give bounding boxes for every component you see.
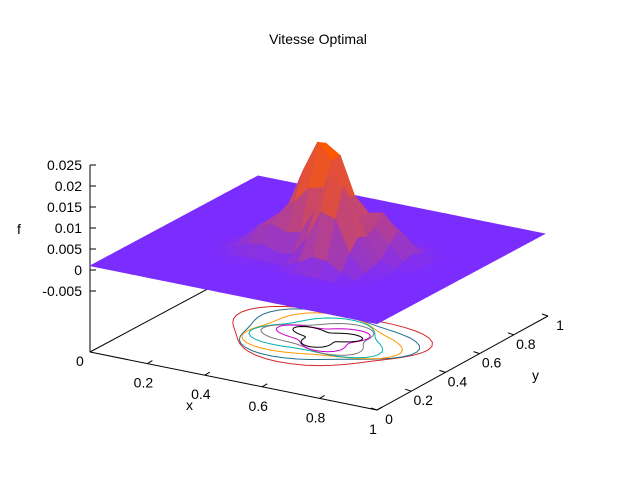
base-contours — [232, 306, 433, 367]
z-tick-label: 0.015 — [47, 199, 82, 215]
base-axes: 0 0.2 0.4 0.6 0.8 1 0 0.2 0.4 0.6 0.8 1 x y — [76, 261, 564, 437]
contour-line — [292, 325, 364, 348]
x-tick-mark — [261, 383, 268, 388]
z-tick-label: 0.005 — [47, 241, 82, 257]
x-tick-label: 0.8 — [306, 409, 326, 425]
x-axis-line — [89, 351, 378, 411]
contour-line — [238, 308, 421, 360]
y-tick-label: 0.6 — [482, 355, 502, 371]
contour-line — [260, 322, 375, 356]
y-axis-label: y — [532, 367, 539, 383]
y-tick-mark — [541, 313, 549, 317]
z-tick-label: 0.02 — [55, 178, 82, 194]
y-tick-mark — [405, 388, 412, 392]
y-tick-mark — [370, 407, 378, 411]
y-tick-label: 0 — [385, 411, 393, 427]
y-tick-label: 0.4 — [448, 373, 468, 389]
contour-line — [232, 306, 433, 367]
x-tick-label: 1 — [369, 421, 377, 437]
z-tick-label: 0 — [74, 262, 82, 278]
y-tick-mark — [473, 351, 480, 355]
origin-label: 0 — [76, 353, 84, 369]
y-tick-label: 1 — [556, 317, 564, 333]
x-axis-label: x — [186, 397, 193, 413]
surface-mesh — [89, 141, 546, 325]
z-tick-label: 0.025 — [47, 157, 82, 173]
y-tick-mark — [439, 369, 446, 373]
contour-line — [241, 312, 404, 360]
surface-facet — [361, 316, 387, 325]
x-tick-mark — [319, 394, 325, 399]
y-axis-line — [376, 315, 549, 411]
z-axis-label: f — [17, 221, 21, 237]
y-tick-label: 0.8 — [516, 336, 536, 352]
z-tick-label: -0.005 — [42, 283, 82, 299]
x-tick-label: 0.2 — [134, 375, 154, 391]
x-tick-mark — [147, 360, 153, 365]
z-axis: f 0.025 0.02 0.015 0.01 0.005 0 -0.005 — [17, 157, 96, 352]
chart-title: Vitesse Optimal — [269, 31, 367, 47]
z-tick-label: 0.01 — [55, 220, 82, 236]
x-tick-mark — [204, 371, 211, 376]
x-tick-label: 0.6 — [248, 398, 268, 414]
contour-line — [275, 324, 371, 353]
y-tick-mark — [507, 332, 514, 336]
x-tick-label: 0.4 — [191, 386, 211, 402]
x-tick-mark — [376, 406, 383, 411]
y-tick-label: 0.2 — [413, 392, 433, 408]
